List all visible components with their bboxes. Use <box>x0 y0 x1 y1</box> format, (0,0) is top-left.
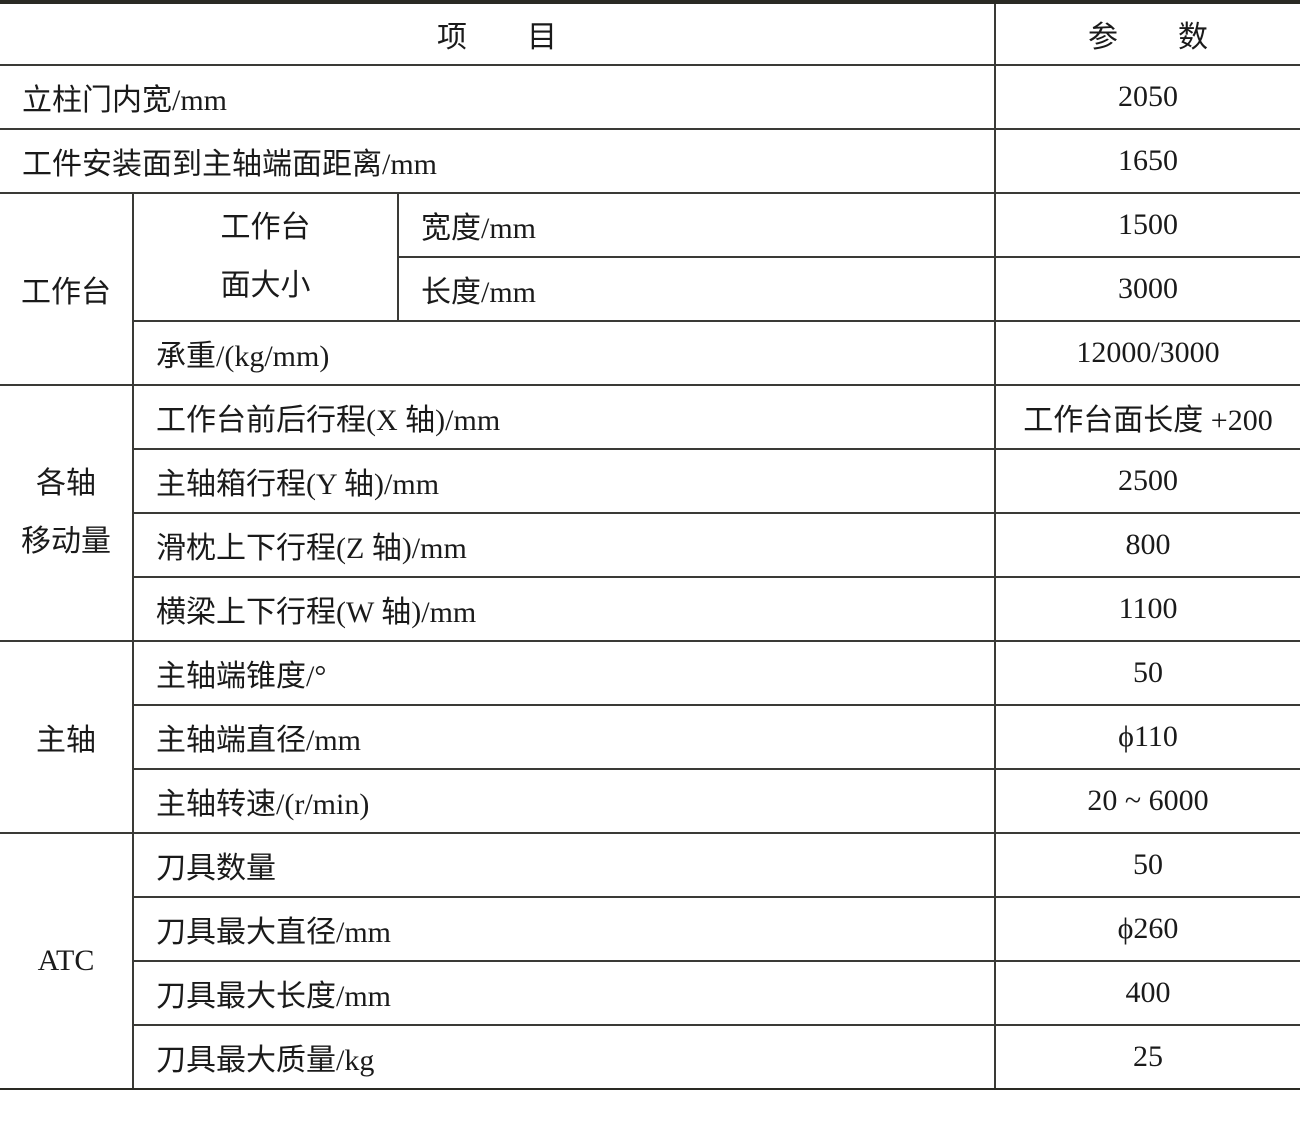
row-value: 1500 <box>994 192 1300 258</box>
spec-table: 项 目 参 数 立柱门内宽/mm 2050 工件安装面到主轴端面距离/mm 16… <box>0 0 1300 1090</box>
row-value: 50 <box>994 640 1300 706</box>
row-label: 主轴转速/(r/min) <box>133 768 997 834</box>
table-row: 立柱门内宽/mm 2050 <box>0 64 1300 130</box>
group-table-size: 工作台 面大小 <box>132 192 399 322</box>
row-label: 承重/(kg/mm) <box>133 320 997 386</box>
row-value: 1100 <box>994 576 1300 642</box>
row-value: 2500 <box>994 448 1300 514</box>
row-label: 主轴端锥度/° <box>131 640 997 706</box>
row-label: 工作台前后行程(X 轴)/mm <box>131 384 997 450</box>
row-label: 主轴端直径/mm <box>133 704 997 770</box>
table-row: 主轴转速/(r/min) 20 ~ 6000 <box>0 768 1300 834</box>
row-value: 50 <box>994 832 1300 898</box>
table-row: 刀具最大质量/kg 25 <box>0 1024 1300 1090</box>
table-row: 滑枕上下行程(Z 轴)/mm 800 <box>0 512 1300 578</box>
header-row: 项 目 参 数 <box>0 0 1300 66</box>
row-label: 立柱门内宽/mm <box>0 64 997 130</box>
table-row: 长度/mm 3000 <box>0 256 1300 322</box>
group-axes: 各轴 移动量 <box>0 384 134 642</box>
table-row: ATC 刀具数量 50 <box>0 832 1300 1090</box>
row-value: 400 <box>994 960 1300 1026</box>
group-label-line: 各轴 <box>36 467 96 500</box>
row-label: 刀具最大直径/mm <box>133 896 997 962</box>
group-spindle: 主轴 <box>0 640 134 834</box>
row-value: 25 <box>994 1024 1300 1090</box>
table-row: 主轴 主轴端锥度/° 50 <box>0 640 1300 834</box>
row-value: 800 <box>994 512 1300 578</box>
row-label: 横梁上下行程(W 轴)/mm <box>133 576 997 642</box>
group-worktable: 工作台 <box>0 192 134 386</box>
row-label: 主轴箱行程(Y 轴)/mm <box>133 448 997 514</box>
header-param: 参 数 <box>994 0 1300 66</box>
table-row: 主轴箱行程(Y 轴)/mm 2500 <box>0 448 1300 514</box>
row-value: 3000 <box>994 256 1300 322</box>
row-label: 刀具最大质量/kg <box>133 1024 997 1090</box>
table-row: 工作台 工作台 面大小 宽度/mm 1500 <box>0 192 1300 386</box>
row-label: 工件安装面到主轴端面距离/mm <box>0 128 997 194</box>
row-label: 长度/mm <box>398 256 997 322</box>
row-value: 1650 <box>994 128 1300 194</box>
row-value: 工作台面长度 +200 <box>994 384 1300 450</box>
row-label: 刀具最大长度/mm <box>133 960 997 1026</box>
row-label: 滑枕上下行程(Z 轴)/mm <box>133 512 997 578</box>
group-label-line: 工作台 <box>220 211 311 244</box>
table-row: 主轴端直径/mm ϕ110 <box>0 704 1300 770</box>
row-value: ϕ260 <box>994 896 1300 962</box>
table-row: 承重/(kg/mm) 12000/3000 <box>0 320 1300 386</box>
table-row: 刀具最大长度/mm 400 <box>0 960 1300 1026</box>
header-item: 项 目 <box>0 0 997 66</box>
table-row: 工件安装面到主轴端面距离/mm 1650 <box>0 128 1300 194</box>
table-row: 各轴 移动量 工作台前后行程(X 轴)/mm 工作台面长度 +200 <box>0 384 1300 642</box>
row-value: 20 ~ 6000 <box>994 768 1300 834</box>
row-value: ϕ110 <box>994 704 1300 770</box>
row-value: 12000/3000 <box>994 320 1300 386</box>
table-row: 刀具最大直径/mm ϕ260 <box>0 896 1300 962</box>
row-value: 2050 <box>994 64 1300 130</box>
group-label-line: 移动量 <box>21 525 111 558</box>
group-atc: ATC <box>0 832 134 1090</box>
table-row: 横梁上下行程(W 轴)/mm 1100 <box>0 576 1300 642</box>
row-label: 刀具数量 <box>131 832 997 898</box>
row-label: 宽度/mm <box>396 192 997 258</box>
group-label-line: 面大小 <box>220 269 311 302</box>
